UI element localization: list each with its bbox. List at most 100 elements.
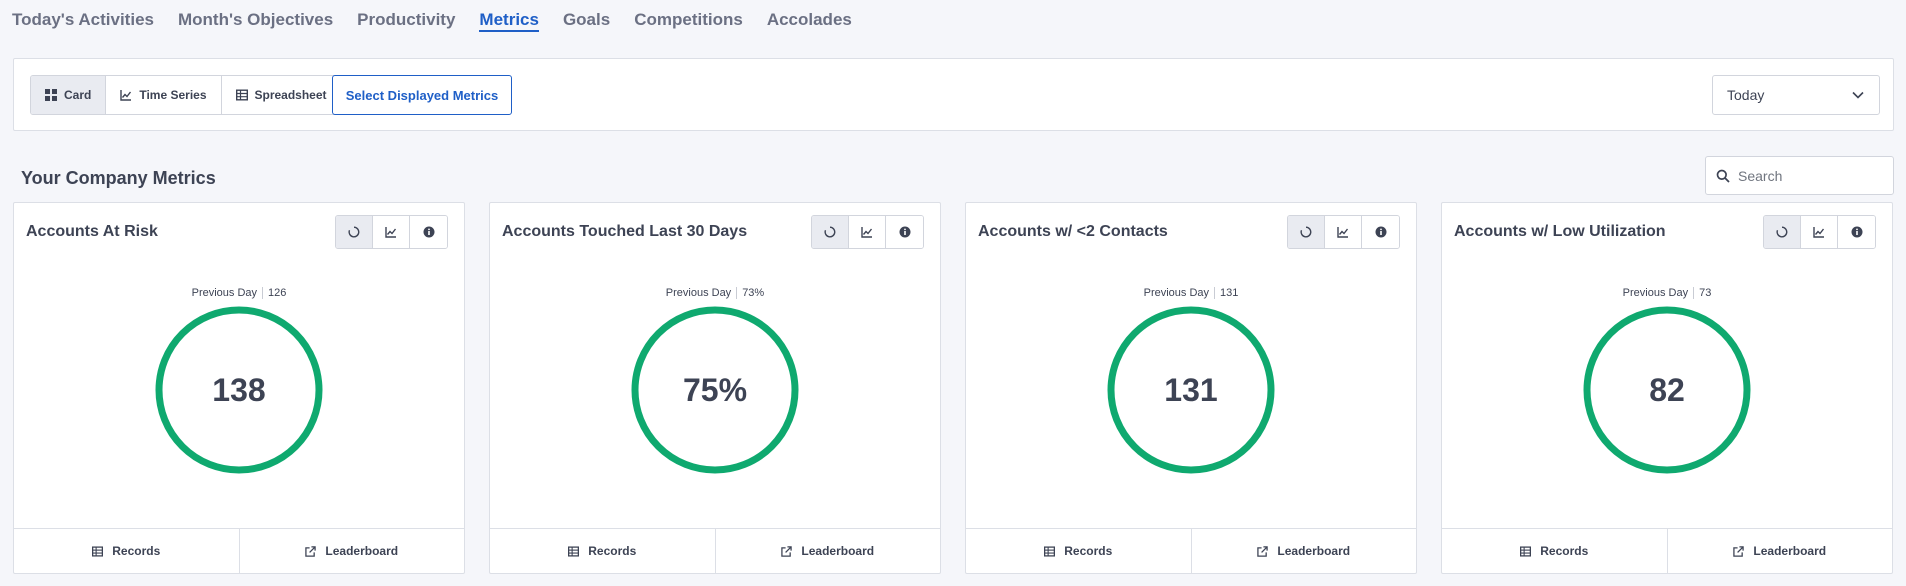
- leaderboard-label: Leaderboard: [1277, 544, 1351, 558]
- ring-graphic: [631, 306, 799, 474]
- external-link-icon: [1257, 545, 1269, 557]
- metric-card-title: Accounts Touched Last 30 Days: [502, 223, 748, 240]
- trend-view-button[interactable]: [373, 216, 410, 248]
- ring-graphic: [1583, 306, 1751, 474]
- spreadsheet-view-button[interactable]: Spreadsheet: [221, 76, 341, 114]
- leaderboard-label: Leaderboard: [801, 544, 875, 558]
- info-button[interactable]: [410, 216, 447, 248]
- card-view-label: Card: [64, 88, 92, 102]
- metric-ring: 82: [1582, 305, 1752, 475]
- records-button[interactable]: Records: [490, 529, 716, 573]
- previous-day: Previous Day 73%: [490, 287, 940, 299]
- metric-card: Accounts w/ <2 Contacts Previous Day 131…: [965, 202, 1417, 574]
- previous-day-label: Previous Day: [666, 287, 738, 299]
- metric-card-actions: [1763, 215, 1876, 249]
- tab-competitions[interactable]: Competitions: [634, 10, 743, 29]
- metric-value: 138: [212, 371, 266, 408]
- leaderboard-button[interactable]: Leaderboard: [1668, 529, 1893, 573]
- previous-day: Previous Day 126: [14, 287, 464, 299]
- previous-day-value: 73: [1699, 287, 1712, 299]
- metric-ring: 131: [1106, 305, 1276, 475]
- metric-card-actions: [811, 215, 924, 249]
- info-icon: [899, 226, 910, 238]
- metric-card-footer: Records Leaderboard: [14, 528, 464, 573]
- table-icon: [568, 545, 580, 557]
- trend-view-button[interactable]: [1801, 216, 1838, 248]
- info-button[interactable]: [1362, 216, 1399, 248]
- ring-icon: [348, 226, 360, 238]
- previous-day-value: 126: [268, 287, 287, 299]
- leaderboard-button[interactable]: Leaderboard: [716, 529, 941, 573]
- previous-day: Previous Day 73: [1442, 287, 1892, 299]
- tab-todays-activities[interactable]: Today's Activities: [12, 10, 154, 29]
- ring-graphic: [155, 306, 323, 474]
- metric-card-footer: Records Leaderboard: [1442, 528, 1892, 573]
- view-toolbar: Card Time Series Spreadsheet Select Disp…: [13, 58, 1894, 131]
- ring-view-button[interactable]: [336, 216, 373, 248]
- records-label: Records: [588, 544, 637, 558]
- metric-card: Accounts At Risk Previous Day 126 138 Re…: [13, 202, 465, 574]
- info-icon: [1375, 226, 1386, 238]
- previous-day-label: Previous Day: [1623, 287, 1695, 299]
- leaderboard-label: Leaderboard: [1753, 544, 1827, 558]
- info-icon: [1851, 226, 1862, 238]
- records-label: Records: [1064, 544, 1113, 558]
- metric-card-actions: [1287, 215, 1400, 249]
- line-chart-icon: [1813, 227, 1825, 238]
- leaderboard-label: Leaderboard: [325, 544, 399, 558]
- metric-card-footer: Records Leaderboard: [966, 528, 1416, 573]
- previous-day-value: 73%: [742, 287, 765, 299]
- trend-view-button[interactable]: [1325, 216, 1362, 248]
- metric-card-title: Accounts w/ <2 Contacts: [978, 223, 1168, 240]
- external-link-icon: [305, 545, 317, 557]
- previous-day-value: 131: [1220, 287, 1239, 299]
- view-mode-group: Card Time Series Spreadsheet: [30, 75, 342, 115]
- tab-months-objectives[interactable]: Month's Objectives: [177, 10, 334, 29]
- metric-card-title: Accounts w/ Low Utilization: [1454, 223, 1666, 240]
- records-button[interactable]: Records: [14, 529, 240, 573]
- table-icon: [1520, 545, 1532, 557]
- line-chart-icon: [120, 90, 132, 101]
- info-button[interactable]: [886, 216, 923, 248]
- table-icon: [235, 89, 248, 101]
- ring-view-button[interactable]: [812, 216, 849, 248]
- metric-value: 75%: [682, 371, 748, 408]
- tab-accolades[interactable]: Accolades: [766, 10, 852, 29]
- external-link-icon: [1733, 545, 1745, 557]
- line-chart-icon: [385, 227, 397, 238]
- table-icon: [92, 545, 104, 557]
- table-icon: [1044, 545, 1056, 557]
- ring-view-button[interactable]: [1764, 216, 1801, 248]
- previous-day-label: Previous Day: [192, 287, 264, 299]
- date-range-select[interactable]: Today: [1712, 75, 1880, 115]
- tab-goals[interactable]: Goals: [562, 10, 611, 29]
- ring-view-button[interactable]: [1288, 216, 1325, 248]
- chevron-down-icon: [1852, 91, 1864, 99]
- previous-day: Previous Day 131: [966, 287, 1416, 299]
- select-displayed-metrics-button[interactable]: Select Displayed Metrics: [332, 75, 512, 115]
- records-label: Records: [1540, 544, 1589, 558]
- info-button[interactable]: [1838, 216, 1875, 248]
- metric-card-footer: Records Leaderboard: [490, 528, 940, 573]
- records-button[interactable]: Records: [1442, 529, 1668, 573]
- metrics-search: [1705, 156, 1894, 195]
- search-input[interactable]: [1738, 167, 1888, 184]
- metric-card: Accounts Touched Last 30 Days Previous D…: [489, 202, 941, 574]
- search-icon: [1716, 169, 1730, 183]
- records-button[interactable]: Records: [966, 529, 1192, 573]
- leaderboard-button[interactable]: Leaderboard: [1192, 529, 1417, 573]
- ring-icon: [824, 226, 836, 238]
- card-view-button[interactable]: Card: [31, 76, 107, 114]
- leaderboard-button[interactable]: Leaderboard: [240, 529, 465, 573]
- info-icon: [423, 226, 434, 238]
- time-series-view-button[interactable]: Time Series: [106, 76, 222, 114]
- metric-ring: 75%: [630, 305, 800, 475]
- time-series-view-label: Time Series: [139, 88, 207, 102]
- ring-icon: [1300, 226, 1312, 238]
- trend-view-button[interactable]: [849, 216, 886, 248]
- tab-metrics[interactable]: Metrics: [479, 0, 539, 36]
- metric-card-title: Accounts At Risk: [26, 223, 158, 240]
- records-label: Records: [112, 544, 161, 558]
- ring-icon: [1776, 226, 1788, 238]
- tab-productivity[interactable]: Productivity: [357, 10, 456, 29]
